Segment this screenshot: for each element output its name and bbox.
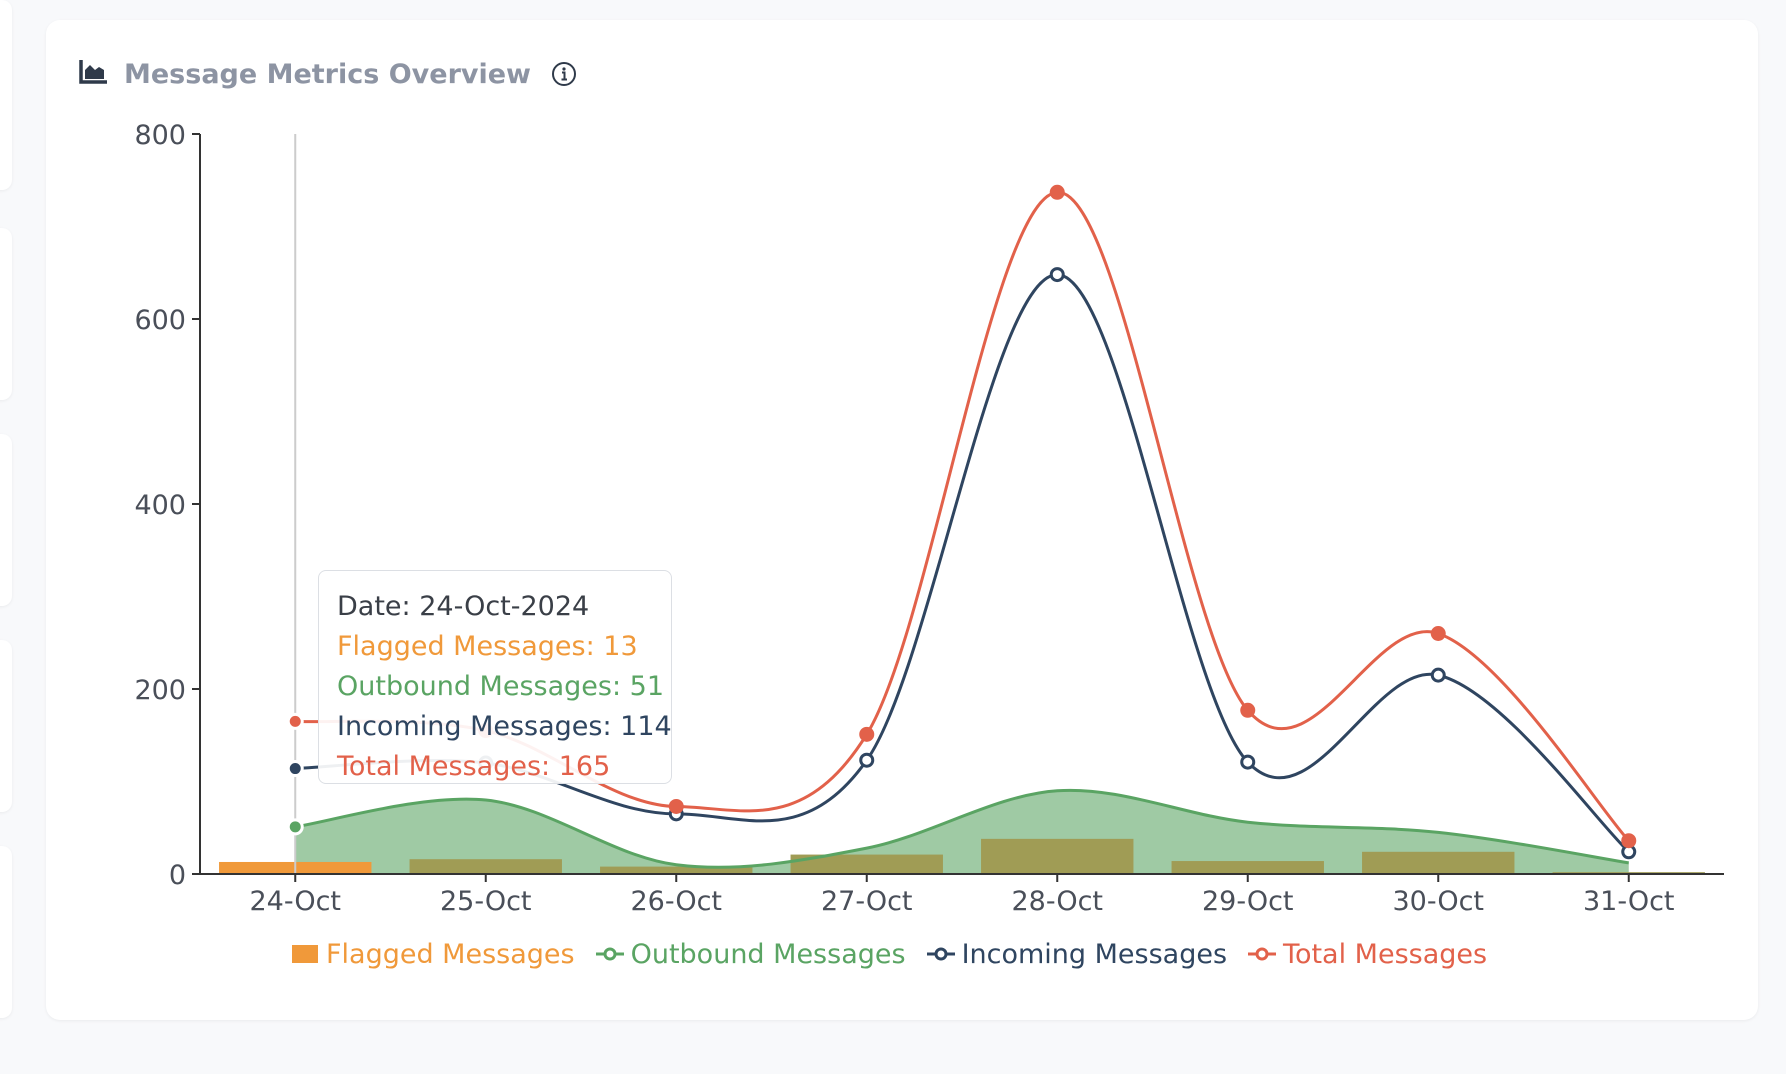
flagged-legend-swatch xyxy=(292,945,318,963)
total-point xyxy=(1430,626,1446,641)
card-title: Message Metrics Overview xyxy=(124,58,532,90)
legend-item-total[interactable]: Total Messages xyxy=(1247,939,1487,970)
x-tick-label: 24-Oct xyxy=(249,886,341,917)
x-tick-label: 26-Oct xyxy=(630,886,722,917)
x-tick-label: 27-Oct xyxy=(821,886,913,917)
legend-label-outbound: Outbound Messages xyxy=(630,938,906,970)
x-tick-label: 30-Oct xyxy=(1392,886,1484,917)
tooltip-total: Total Messages: 165 xyxy=(337,751,611,782)
legend-label-flagged: Flagged Messages xyxy=(326,938,575,970)
legend-item-outbound[interactable]: Outbound Messages xyxy=(595,939,906,970)
x-tick-label: 28-Oct xyxy=(1011,886,1103,917)
chart-tooltip: Date: 24-Oct-2024 Flagged Messages: 13 O… xyxy=(318,570,672,784)
total-point xyxy=(1240,702,1256,718)
total-point xyxy=(859,726,875,742)
legend-label-total: Total Messages xyxy=(1283,938,1488,970)
total-point xyxy=(1621,833,1637,849)
legend-item-incoming[interactable]: Incoming Messages xyxy=(926,939,1227,970)
side-panel-stub-5 xyxy=(0,846,12,1018)
tooltip-incoming: Incoming Messages: 114 xyxy=(337,711,672,742)
incoming-line xyxy=(295,273,1630,853)
y-tick-label: 600 xyxy=(134,305,186,336)
flagged-bar xyxy=(600,866,753,874)
outbound-point xyxy=(286,818,304,836)
incoming-point xyxy=(1430,667,1446,683)
y-tick-label: 800 xyxy=(134,120,186,151)
total-point xyxy=(668,798,684,814)
incoming-point xyxy=(286,760,304,778)
flagged-bar xyxy=(790,854,943,874)
incoming-legend-marker xyxy=(926,947,955,961)
incoming-point xyxy=(1240,754,1256,770)
tooltip-flagged: Flagged Messages: 13 xyxy=(337,631,638,662)
incoming-point xyxy=(1049,267,1065,283)
tooltip-outbound: Outbound Messages: 51 xyxy=(337,671,664,702)
card-header: Message Metrics Overview xyxy=(78,54,577,94)
x-tick-label: 29-Oct xyxy=(1202,886,1294,917)
outbound-legend-marker xyxy=(595,947,624,961)
flagged-bar xyxy=(409,859,562,874)
total-point xyxy=(286,712,304,730)
area-chart-icon xyxy=(78,58,108,90)
tooltip-date: Date: 24-Oct-2024 xyxy=(337,591,590,622)
total-point xyxy=(1049,184,1065,200)
legend-item-flagged[interactable]: Flagged Messages xyxy=(290,939,575,970)
flagged-bar xyxy=(981,838,1134,874)
flagged-bar xyxy=(1362,851,1515,874)
y-tick-label: 400 xyxy=(134,490,186,521)
incoming-point xyxy=(859,752,875,768)
side-panel-stub-2 xyxy=(0,228,12,400)
x-tick-label: 31-Oct xyxy=(1583,886,1675,917)
outbound-line xyxy=(295,788,1629,869)
info-icon[interactable] xyxy=(551,61,577,87)
y-tick-label: 0 xyxy=(169,860,186,891)
side-panel-stub-4 xyxy=(0,640,12,812)
flagged-bar xyxy=(1171,861,1324,874)
side-panel-stub-1 xyxy=(0,0,12,190)
legend-label-incoming: Incoming Messages xyxy=(961,938,1228,970)
y-tick-label: 200 xyxy=(134,675,186,706)
total-legend-marker xyxy=(1248,947,1277,961)
side-panel-stub-3 xyxy=(0,434,12,606)
x-tick-label: 25-Oct xyxy=(440,886,532,917)
chart-legend: Flagged Messages Outbound Messages Incom… xyxy=(290,936,1507,972)
